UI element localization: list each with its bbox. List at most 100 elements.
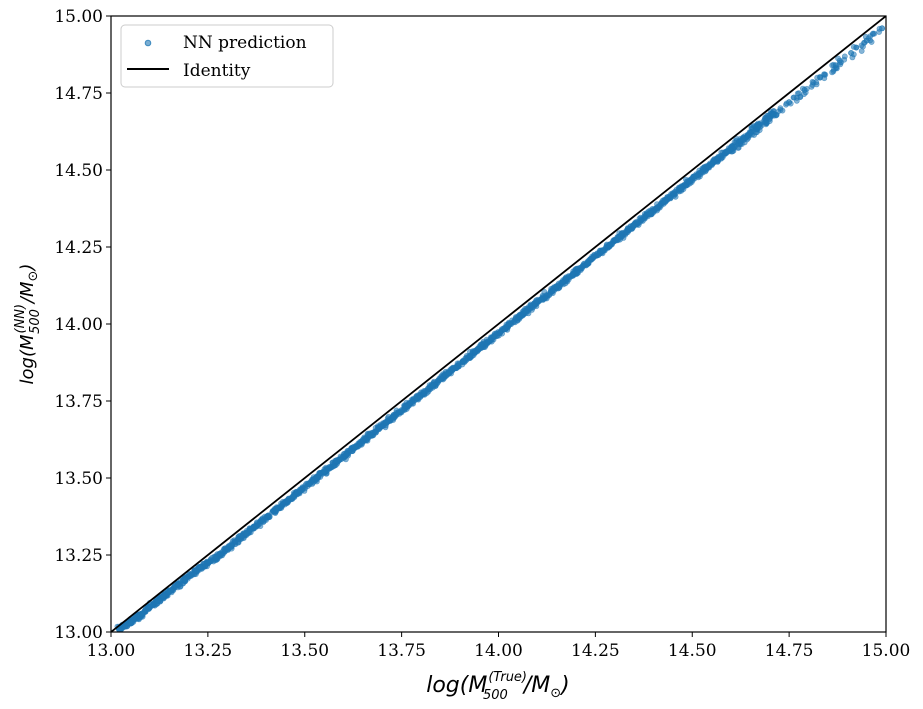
data-point (127, 619, 134, 626)
identity-line (111, 16, 886, 632)
y-tick-label: 13.75 (54, 392, 103, 412)
data-point (563, 275, 569, 281)
data-point (285, 496, 291, 503)
data-point (414, 394, 420, 401)
data-point (460, 358, 467, 364)
data-point (708, 160, 715, 167)
data-point (606, 243, 613, 250)
data-point (631, 222, 637, 229)
data-point (429, 382, 436, 389)
data-point (626, 227, 632, 233)
y-tick-label: 13.00 (54, 623, 103, 643)
data-point (359, 436, 366, 443)
data-point (549, 288, 556, 294)
data-point (265, 512, 272, 519)
legend-box (120, 24, 334, 88)
data-point (471, 348, 478, 354)
data-point (371, 428, 378, 435)
data-point (546, 291, 553, 298)
x-tick-label: 13.50 (280, 641, 329, 661)
x-tick-label: 13.75 (377, 641, 426, 661)
data-point (822, 71, 829, 78)
data-point (201, 563, 208, 569)
data-point (858, 48, 865, 54)
x-axis-ticks: 13.00 13.25 13.50 13.75 14.00 14.25 14.50 14.75… (87, 632, 910, 661)
data-point (724, 148, 730, 155)
data-point (313, 475, 320, 482)
legend-label-identity: Identity (183, 61, 251, 81)
data-point (584, 259, 591, 266)
data-point (879, 25, 885, 32)
data-point (197, 564, 203, 571)
data-point (538, 296, 544, 303)
x-axis-title: log(M(True) 500/M⊙) (426, 670, 570, 703)
data-point (367, 431, 374, 438)
data-point (424, 386, 431, 392)
y-axis-ticks: 13.00 13.25 13.50 13.75 14.00 14.25 14.50 14.75… (54, 7, 111, 643)
y-tick-label: 15.00 (54, 7, 103, 27)
data-point (817, 74, 823, 81)
data-point (259, 518, 265, 524)
data-point (762, 119, 769, 126)
data-point (829, 69, 835, 76)
x-tick-label: 14.25 (571, 641, 620, 661)
data-point (853, 44, 860, 51)
data-point (693, 173, 699, 180)
data-point (813, 79, 820, 86)
data-point (144, 605, 151, 612)
data-point (801, 87, 808, 93)
data-point (398, 407, 405, 414)
data-point (228, 542, 234, 549)
data-point (576, 264, 583, 271)
data-point (569, 271, 575, 278)
legend: NN prediction Identity (120, 24, 334, 88)
data-point (253, 523, 260, 529)
data-point (698, 169, 704, 176)
identity-series (111, 16, 886, 632)
data-point (848, 50, 854, 56)
y-tick-label: 14.25 (54, 238, 103, 258)
data-point (301, 487, 308, 494)
data-point (714, 155, 721, 161)
data-point (501, 326, 508, 333)
x-tick-label: 14.50 (668, 641, 717, 661)
data-point (858, 42, 865, 49)
data-point (188, 572, 195, 578)
x-tick-label: 13.00 (87, 641, 136, 661)
y-tick-label: 14.50 (54, 161, 103, 181)
data-point (791, 94, 797, 101)
data-point (677, 185, 684, 192)
data-point (279, 498, 286, 505)
data-point (669, 190, 676, 196)
legend-marker-nn (144, 39, 152, 47)
data-point (553, 284, 560, 290)
y-axis-title: log(M(NN)500/M⊙) (13, 264, 43, 385)
data-point (863, 37, 870, 44)
data-point (808, 83, 815, 90)
data-point (731, 144, 738, 150)
data-point (654, 201, 660, 207)
data-point (559, 279, 566, 286)
data-point (309, 476, 316, 483)
data-point (533, 298, 539, 304)
data-point (181, 576, 188, 583)
data-point (290, 493, 296, 500)
data-point (154, 598, 161, 605)
data-point (439, 375, 446, 382)
legend-label-nn: NN prediction (183, 33, 307, 53)
data-point (590, 254, 597, 260)
data-point (512, 315, 519, 322)
data-point (662, 197, 668, 204)
data-point (615, 234, 622, 241)
data-point (836, 59, 843, 66)
data-point (305, 481, 312, 488)
data-point (685, 178, 692, 185)
x-tick-label: 14.00 (474, 641, 523, 661)
data-point (634, 219, 641, 225)
data-point (352, 444, 358, 451)
data-point (321, 468, 327, 475)
data-point (739, 136, 746, 143)
data-point (216, 551, 223, 557)
y-tick-label: 13.50 (54, 469, 103, 489)
